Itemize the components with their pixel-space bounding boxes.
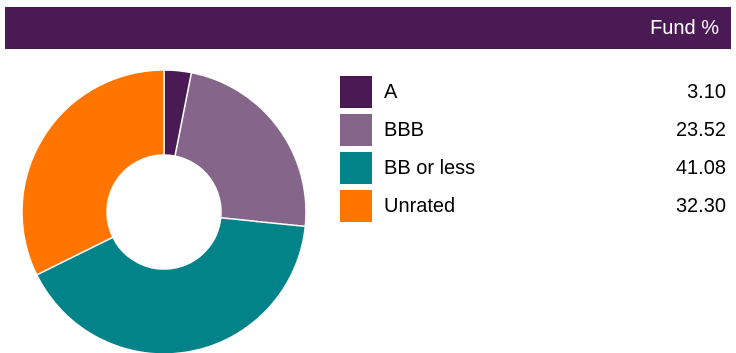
donut-chart — [21, 69, 307, 353]
legend-swatch — [340, 152, 372, 184]
legend-swatch — [340, 114, 372, 146]
header-bar: Fund % — [5, 7, 731, 49]
legend-row: BBB 23.52 — [338, 114, 726, 152]
legend-swatch — [340, 76, 372, 108]
header-label: Fund % — [650, 17, 719, 39]
legend-value: 3.10 — [687, 81, 726, 103]
legend-label: BB or less — [384, 157, 476, 179]
donut-slice-bbb — [174, 71, 307, 228]
legend: A 3.10 BBB 23.52 BB or less 41.08 Unrated 32.30 — [338, 76, 726, 228]
legend-value: 23.52 — [675, 119, 726, 141]
legend-value: 41.08 — [675, 157, 726, 179]
donut-slice-bb-or-less — [35, 216, 307, 353]
legend-value: 32.30 — [675, 195, 726, 217]
legend-swatch — [340, 190, 372, 222]
legend-label: Unrated — [384, 195, 456, 217]
legend-row: BB or less 41.08 — [338, 152, 726, 190]
legend-row: Unrated 32.30 — [338, 190, 726, 228]
donut-slice-unrated — [21, 69, 165, 276]
legend-row: A 3.10 — [338, 76, 726, 114]
legend-label: A — [384, 81, 398, 103]
legend-label: BBB — [384, 119, 425, 141]
